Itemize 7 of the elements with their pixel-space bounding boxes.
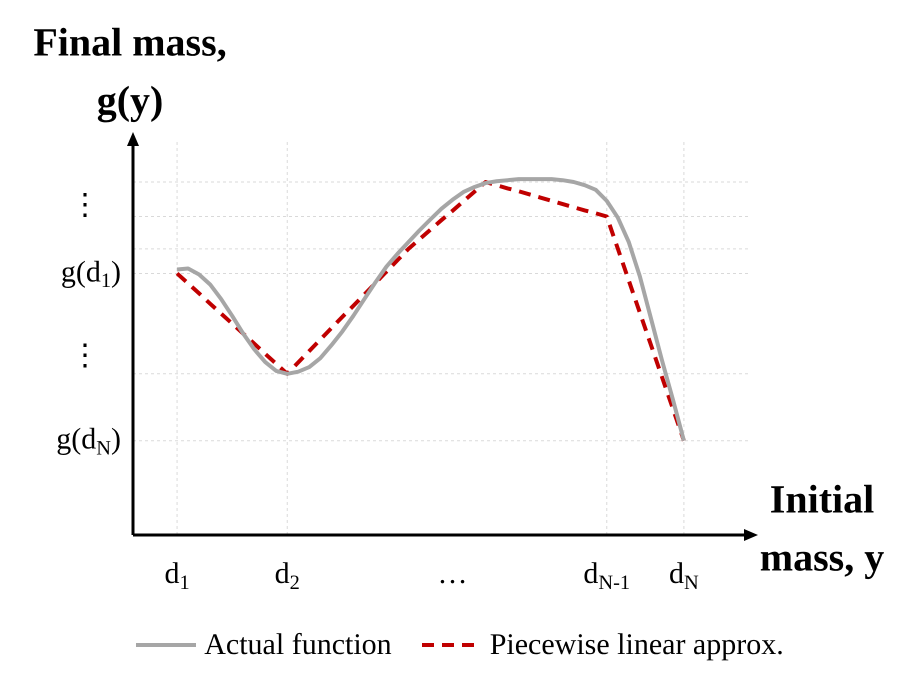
- y-axis-title: Final mass, g(y): [33, 19, 227, 122]
- legend-label: Actual function: [204, 628, 392, 662]
- legend-label: Piecewise linear approx.: [490, 628, 784, 662]
- text: ⋮: [70, 188, 100, 222]
- x-tick-label: …: [438, 556, 468, 590]
- text: ⋮: [70, 338, 100, 372]
- x-axis-title: Initial mass, y: [760, 476, 884, 580]
